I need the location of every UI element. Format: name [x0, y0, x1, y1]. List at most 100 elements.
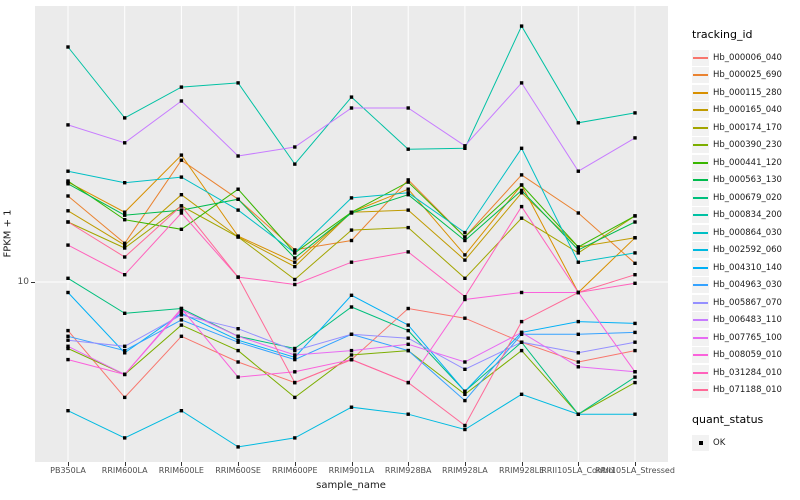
- data-point: [633, 220, 637, 224]
- data-point: [293, 348, 297, 353]
- data-point: [406, 328, 410, 333]
- data-point: [349, 293, 354, 297]
- data-point: [236, 275, 240, 279]
- data-point: [406, 178, 410, 182]
- legend-item-Hb_000441_120: Hb_000441_120: [692, 154, 798, 172]
- data-point: [66, 276, 70, 280]
- data-point: [123, 372, 127, 377]
- legend-item-Hb_000165_040: Hb_000165_040: [692, 102, 798, 120]
- data-point: [633, 111, 637, 115]
- y-tick-mark: [31, 281, 35, 283]
- data-point: [293, 248, 297, 252]
- data-point: [633, 136, 637, 140]
- data-point: [463, 235, 467, 239]
- data-point: [406, 412, 410, 416]
- data-point: [179, 193, 184, 197]
- data-point: [236, 340, 240, 344]
- data-point: [293, 436, 297, 440]
- data-point: [463, 295, 467, 299]
- data-point: [293, 256, 297, 260]
- data-point: [463, 276, 467, 280]
- data-point: [236, 327, 240, 331]
- data-point: [463, 297, 467, 302]
- data-point: [463, 398, 467, 403]
- x-tick-label: RRII105LA_Control: [541, 466, 616, 475]
- data-point: [633, 380, 637, 385]
- data-point: [519, 330, 524, 335]
- data-point: [463, 146, 467, 150]
- line-swatch-icon: [692, 329, 709, 346]
- legend-item-Hb_031284_010: Hb_031284_010: [692, 364, 798, 382]
- data-point: [406, 147, 410, 151]
- data-point: [123, 218, 127, 222]
- data-point: [576, 360, 580, 364]
- data-point: [519, 191, 524, 195]
- line-swatch-icon: [692, 312, 709, 329]
- data-point: [66, 182, 70, 186]
- data-point: [293, 260, 297, 264]
- x-axis-title: sample_name: [316, 480, 386, 491]
- data-point: [519, 188, 524, 193]
- data-point: [349, 332, 354, 336]
- data-point: [179, 153, 184, 157]
- x-tick-label: RRIM928LE: [499, 466, 545, 475]
- data-point: [349, 353, 354, 357]
- legend-item-label: OK: [713, 437, 726, 448]
- data-point: [293, 264, 297, 269]
- legend-item-label: Hb_006483_110: [713, 315, 782, 326]
- legend: tracking_id Hb_000006_040 Hb_000025_690 Hb…: [692, 28, 798, 452]
- data-point: [66, 209, 70, 213]
- data-point: [179, 99, 184, 103]
- data-point: [123, 255, 127, 259]
- data-point: [236, 81, 240, 85]
- data-point: [179, 175, 184, 179]
- legend-item-Hb_000679_020: Hb_000679_020: [692, 189, 798, 207]
- data-point: [66, 409, 70, 413]
- legend-item-Hb_000006_040: Hb_000006_040: [692, 49, 798, 67]
- line-swatch-icon: [692, 119, 709, 136]
- data-point: [576, 365, 580, 369]
- data-point: [179, 227, 184, 231]
- line-swatch-icon: [692, 277, 709, 294]
- data-point: [519, 392, 524, 396]
- data-point: [576, 351, 580, 355]
- line-swatch-icon: [692, 67, 709, 84]
- line-swatch-icon: [692, 347, 709, 364]
- data-point: [123, 348, 127, 353]
- legend-item-Hb_000025_690: Hb_000025_690: [692, 67, 798, 85]
- data-point: [349, 260, 354, 264]
- line-swatch-icon: [692, 294, 709, 311]
- data-point: [293, 145, 297, 149]
- data-point: [576, 251, 580, 255]
- line-swatch-icon: [692, 382, 709, 399]
- data-point: [179, 313, 184, 317]
- data-point: [293, 277, 297, 282]
- black-square-marker-icon: [692, 434, 709, 451]
- data-point: [236, 235, 240, 239]
- x-tick-mark: [351, 462, 353, 466]
- x-tick-label: RRIM600LA: [101, 466, 148, 475]
- legend-item-Hb_002592_060: Hb_002592_060: [692, 242, 798, 260]
- data-point: [349, 305, 354, 309]
- data-point: [293, 355, 297, 359]
- data-point: [463, 392, 467, 396]
- data-point: [406, 191, 410, 195]
- data-point: [576, 290, 580, 295]
- x-tick-mark: [635, 462, 636, 466]
- legend-item-label: Hb_008059_010: [713, 350, 782, 361]
- y-axis-title: FPKM + 1: [2, 209, 14, 258]
- data-point: [66, 45, 70, 49]
- data-point: [66, 328, 70, 333]
- x-tick-mark: [124, 462, 126, 466]
- data-point: [66, 344, 70, 348]
- data-point: [633, 273, 637, 277]
- data-point: [633, 348, 637, 353]
- data-point: [123, 241, 127, 245]
- data-point: [576, 412, 580, 416]
- legend-item-label: Hb_071188_010: [713, 385, 782, 396]
- x-tick-label: PB350LA: [50, 466, 86, 475]
- data-point: [519, 332, 524, 336]
- data-point: [519, 183, 524, 187]
- data-point: [293, 370, 297, 374]
- legend-item-label: Hb_000864_030: [713, 227, 782, 238]
